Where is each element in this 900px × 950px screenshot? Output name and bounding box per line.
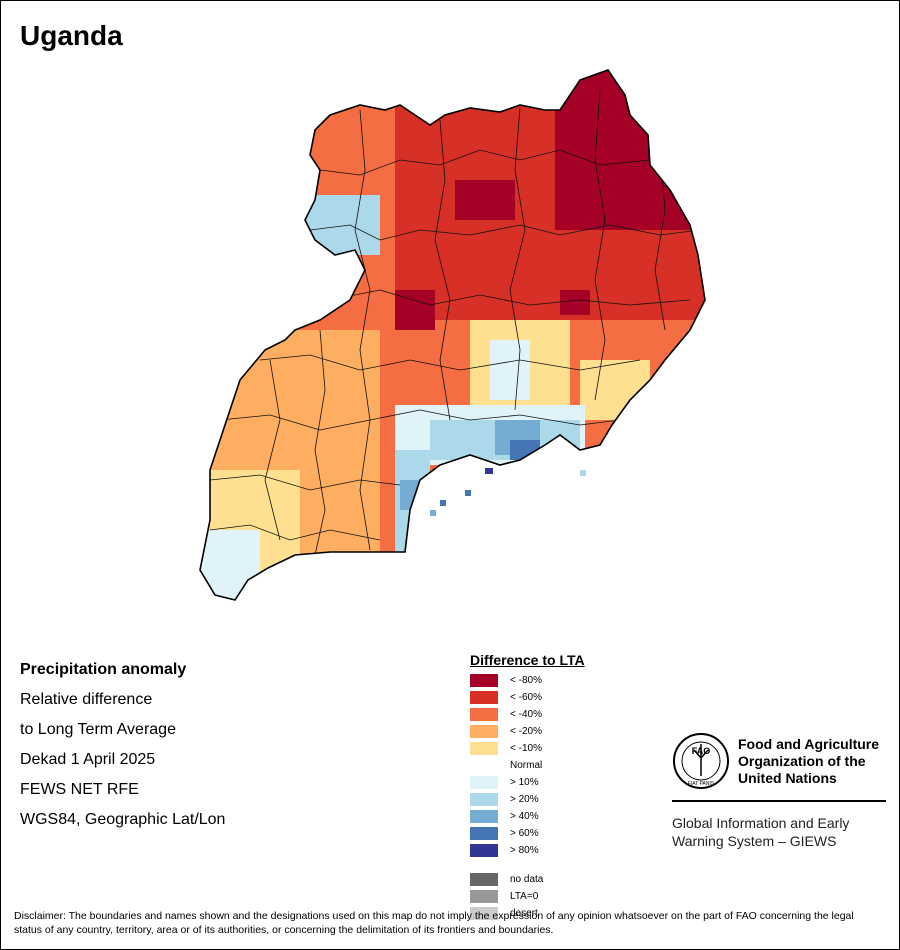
legend-item: < -20%	[470, 723, 585, 740]
legend-label: no data	[510, 874, 544, 885]
info-line: FEWS NET RFE	[20, 781, 139, 798]
fao-name-line: Food and Agriculture	[738, 735, 880, 752]
map-title: Uganda	[20, 20, 123, 51]
disclaimer: Disclaimer: The boundaries and names sho…	[14, 910, 854, 936]
legend-label: < -60%	[510, 692, 542, 703]
legend-swatch	[470, 776, 498, 789]
legend-label: > 40%	[510, 811, 539, 822]
legend-item: desert	[470, 905, 585, 922]
legend-label: > 60%	[510, 828, 539, 839]
giews-label: Global Information and Early Warning Sys…	[672, 814, 888, 850]
info-line: Relative difference	[20, 691, 153, 708]
legend-item: > 10%	[470, 774, 585, 791]
legend-swatch	[470, 691, 498, 704]
legend: Difference to LTA < -80% < -60% < -40% < -2…	[470, 652, 585, 922]
anomaly-field	[200, 70, 705, 600]
district-boundaries	[209, 89, 701, 556]
legend-label: < -20%	[510, 726, 542, 737]
fao-name-line: United Nations	[738, 769, 837, 786]
info-heading: Precipitation anomaly	[20, 661, 187, 678]
legend-title: Difference to LTA	[470, 652, 585, 668]
legend-item: > 60%	[470, 825, 585, 842]
fao-logo-motto: FIAT PANIS	[688, 781, 715, 787]
legend-swatch	[470, 907, 498, 920]
legend-item: > 40%	[470, 808, 585, 825]
uganda-anomaly-map	[199, 69, 706, 601]
legend-swatch	[470, 810, 498, 823]
legend-swatch	[470, 742, 498, 755]
legend-swatch	[470, 873, 498, 886]
fao-branding: FAO FIAT PANIS Food and Agriculture Orga…	[672, 732, 888, 850]
legend-item: > 20%	[470, 791, 585, 808]
legend-swatch	[470, 827, 498, 840]
legend-swatch	[470, 793, 498, 806]
legend-item: > 80%	[470, 842, 585, 859]
legend-swatch	[470, 844, 498, 857]
info-line: WGS84, Geographic Lat/Lon	[20, 811, 226, 828]
legend-label: > 80%	[510, 845, 539, 856]
legend-item: < -60%	[470, 689, 585, 706]
country-outline	[199, 69, 706, 601]
legend-label: < -10%	[510, 743, 542, 754]
legend-swatch	[470, 890, 498, 903]
giews-line: Global Information and Early	[672, 815, 850, 831]
info-line: to Long Term Average	[20, 721, 176, 738]
legend-swatch	[470, 708, 498, 721]
legend-label: > 20%	[510, 794, 539, 805]
legend-item: < -40%	[470, 706, 585, 723]
legend-wet-group: > 10% > 20% > 40% > 60% > 80%	[470, 774, 585, 859]
legend-dry-group: < -80% < -60% < -40% < -20% < -10%	[470, 672, 585, 757]
fao-name: Food and Agriculture Organization of the…	[738, 736, 879, 787]
map-info: Precipitation anomaly Relative differenc…	[20, 655, 225, 835]
legend-normal-label: Normal	[510, 760, 543, 771]
legend-label: < -40%	[510, 709, 542, 720]
legend-swatch	[470, 725, 498, 738]
legend-other-group: no data LTA=0 desert	[470, 871, 585, 922]
giews-line: Warning System – GIEWS	[672, 833, 837, 849]
fao-name-line: Organization of the	[738, 752, 866, 769]
fao-logo-text: FAO	[692, 746, 711, 756]
legend-item: < -80%	[470, 672, 585, 689]
legend-label: < -80%	[510, 675, 542, 686]
legend-item: LTA=0	[470, 888, 585, 905]
fao-logo-icon: FAO FIAT PANIS	[673, 733, 729, 789]
legend-label: LTA=0	[510, 891, 539, 902]
legend-label: desert	[510, 908, 538, 919]
legend-item: no data	[470, 871, 585, 888]
info-line: Dekad 1 April 2025	[20, 751, 156, 768]
fao-divider	[672, 800, 886, 802]
legend-item: < -10%	[470, 740, 585, 757]
legend-label: > 10%	[510, 777, 539, 788]
legend-swatch	[470, 674, 498, 687]
